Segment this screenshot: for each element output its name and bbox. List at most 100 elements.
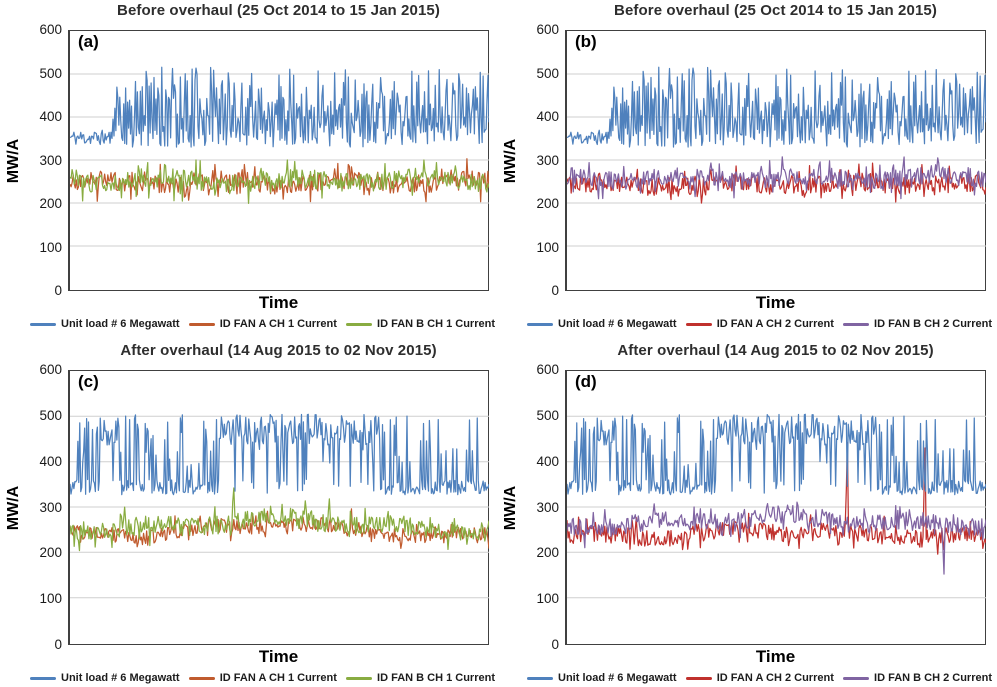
legend-line-swatch <box>188 676 215 680</box>
legend-label: Unit load # 6 Megawatt <box>558 672 677 684</box>
x-axis-label: Time <box>258 293 299 312</box>
legend-label: ID FAN A CH 1 Current <box>219 318 337 330</box>
series-line-id-fan-b-ch-2-current <box>567 156 986 200</box>
chart-panel-d: After overhaul (14 Aug 2015 to 02 Nov 20… <box>497 340 997 687</box>
plot-area: (a) <box>68 30 489 291</box>
legend-item: ID FAN A CH 1 Current <box>188 672 337 684</box>
y-axis-tick: 600 <box>39 22 62 37</box>
legend-label: ID FAN B CH 1 Current <box>377 672 495 684</box>
chart-canvas <box>70 66 489 247</box>
y-axis-tick: 400 <box>536 453 559 469</box>
legend-item: ID FAN B CH 2 Current <box>843 318 992 330</box>
plot-area: (c) <box>68 370 489 645</box>
chart-canvas <box>567 66 986 247</box>
y-axis-tick: 400 <box>39 453 62 469</box>
legend-item: ID FAN B CH 1 Current <box>346 318 495 330</box>
series-line-unit-load-6-megawatt <box>70 413 489 496</box>
legend-line-swatch <box>346 322 373 326</box>
y-axis-tick: 300 <box>536 152 559 168</box>
legend-item: Unit load # 6 Megawatt <box>527 672 677 684</box>
legend-label: ID FAN A CH 2 Current <box>716 672 834 684</box>
panel-letter: (c) <box>78 372 99 391</box>
plot-area: (d) <box>565 370 986 645</box>
y-axis-tick: 100 <box>536 239 559 255</box>
panel-letter: (d) <box>575 372 597 391</box>
chart-title: After overhaul (14 Aug 2015 to 02 Nov 20… <box>617 342 934 359</box>
legend-line-swatch <box>843 676 870 680</box>
y-axis-tick: 300 <box>39 152 62 168</box>
y-axis-tick: 0 <box>551 283 559 298</box>
x-axis-label: Time <box>755 647 796 666</box>
series-line-id-fan-a-ch-2-current <box>567 441 986 555</box>
legend-line-swatch <box>527 676 553 680</box>
legend-label: ID FAN A CH 1 Current <box>219 672 337 684</box>
y-axis-tick: 600 <box>39 362 62 377</box>
plot-area: (b) <box>565 30 986 291</box>
legend-label: ID FAN B CH 1 Current <box>377 318 495 330</box>
chart-canvas <box>70 413 489 599</box>
legend-line-swatch <box>685 322 712 326</box>
legend-item: Unit load # 6 Megawatt <box>30 318 180 330</box>
y-axis-tick: 200 <box>39 545 62 561</box>
legend-item: Unit load # 6 Megawatt <box>30 672 180 684</box>
legend-label: Unit load # 6 Megawatt <box>558 318 677 330</box>
legend-item: ID FAN A CH 1 Current <box>188 318 337 330</box>
y-axis-tick: 100 <box>536 591 559 607</box>
legend: Unit load # 6 Megawatt ID FAN A CH 1 Curr… <box>30 318 495 330</box>
y-axis-tick: 400 <box>536 109 559 124</box>
chart-panel-a: Before overhaul (25 Oct 2014 to 15 Jan 2… <box>0 0 497 340</box>
panel-letter: (b) <box>575 32 597 51</box>
y-axis-tick: 500 <box>39 407 62 423</box>
series-line-unit-load-6-megawatt <box>567 66 986 148</box>
y-axis-tick: 100 <box>39 591 62 607</box>
y-axis-tick: 500 <box>536 65 559 81</box>
legend-line-swatch <box>30 322 56 326</box>
legend-line-swatch <box>527 322 553 326</box>
series-line-id-fan-a-ch-2-current <box>567 162 986 204</box>
y-axis-tick: 600 <box>536 22 559 37</box>
panel-letter: (a) <box>78 32 99 51</box>
chart-panel-b: Before overhaul (25 Oct 2014 to 15 Jan 2… <box>497 0 997 340</box>
series-line-unit-load-6-megawatt <box>567 413 986 496</box>
legend-label: ID FAN A CH 2 Current <box>716 318 834 330</box>
y-axis-tick: 200 <box>39 196 62 211</box>
y-axis-tick: 200 <box>536 545 559 561</box>
legend: Unit load # 6 Megawatt ID FAN A CH 2 Curr… <box>527 318 992 330</box>
legend: Unit load # 6 Megawatt ID FAN A CH 1 Curr… <box>30 672 495 684</box>
legend-label: ID FAN B CH 2 Current <box>874 318 992 330</box>
legend-item: ID FAN B CH 1 Current <box>346 672 495 684</box>
x-axis-label: Time <box>258 647 299 666</box>
legend-item: ID FAN A CH 2 Current <box>685 318 834 330</box>
legend-item: Unit load # 6 Megawatt <box>527 318 677 330</box>
y-axis-tick: 500 <box>39 65 62 81</box>
chart-title: Before overhaul (25 Oct 2014 to 15 Jan 2… <box>117 2 440 19</box>
chart-title: Before overhaul (25 Oct 2014 to 15 Jan 2… <box>614 2 937 19</box>
legend-line-swatch <box>30 676 56 680</box>
y-axis-tick: 0 <box>54 283 62 298</box>
y-axis-tick: 0 <box>551 637 559 652</box>
legend-line-swatch <box>188 322 215 326</box>
legend-line-swatch <box>843 322 870 326</box>
chart-panel-c: After overhaul (14 Aug 2015 to 02 Nov 20… <box>0 340 497 687</box>
y-axis-tick: 600 <box>536 362 559 377</box>
y-axis-tick: 0 <box>54 637 62 652</box>
series-line-id-fan-b-ch-2-current <box>567 501 986 575</box>
series-line-id-fan-b-ch-1-current <box>70 159 489 205</box>
legend: Unit load # 6 Megawatt ID FAN A CH 2 Curr… <box>527 672 992 684</box>
legend-item: ID FAN B CH 2 Current <box>843 672 992 684</box>
x-axis-label: Time <box>755 293 796 312</box>
y-axis-tick: 100 <box>39 239 62 255</box>
legend-item: ID FAN A CH 2 Current <box>685 672 834 684</box>
legend-line-swatch <box>346 676 373 680</box>
legend-label: ID FAN B CH 2 Current <box>874 672 992 684</box>
y-axis-tick: 300 <box>536 499 559 515</box>
y-axis-tick: 500 <box>536 407 559 423</box>
series-line-id-fan-b-ch-1-current <box>70 487 489 552</box>
series-line-id-fan-a-ch-1-current <box>70 508 489 549</box>
legend-line-swatch <box>685 676 712 680</box>
y-axis-tick: 400 <box>39 109 62 124</box>
chart-canvas <box>567 413 986 599</box>
y-axis-tick: 200 <box>536 196 559 211</box>
